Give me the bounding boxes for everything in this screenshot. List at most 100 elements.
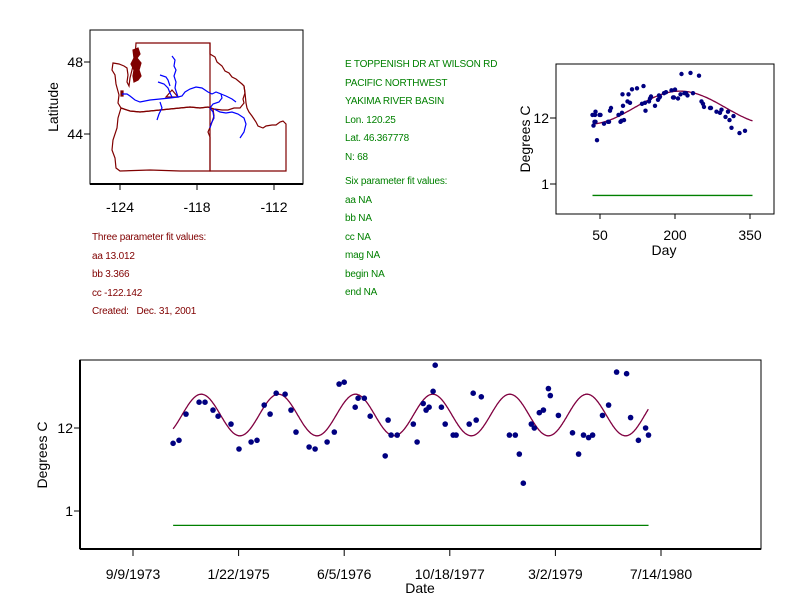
day-data-point <box>708 105 714 111</box>
date-data-point <box>536 409 543 416</box>
date-data-point <box>442 421 449 427</box>
date-data-point <box>367 413 374 420</box>
day-data-point <box>675 96 681 101</box>
day-data-point <box>601 121 607 126</box>
day-data-point <box>678 92 683 97</box>
date-chart-x-label: Date <box>405 580 435 596</box>
day-data-point <box>727 117 732 123</box>
day-data-point <box>642 100 648 106</box>
day-x-tick-label: 50 <box>592 227 608 243</box>
date-data-point <box>293 429 299 435</box>
day-data-point <box>598 112 603 118</box>
spokane-river <box>220 93 237 103</box>
day-data-point <box>626 92 631 97</box>
three-param-fit: Three parameter fit values: aa 13.012 bb… <box>92 229 206 322</box>
three-param-aa: aa 13.012 <box>92 250 135 262</box>
puget-sound <box>130 47 142 83</box>
date-data-point <box>589 432 596 438</box>
six-param-fit: Six parameter fit values: aa NA bb NA cc… <box>345 173 447 303</box>
date-data-point <box>228 421 234 427</box>
date-data-point <box>196 399 202 406</box>
date-data-point <box>430 388 436 395</box>
date-chart-panel: 9/9/1973 1/22/1975 6/5/1976 10/18/1977 3/2/1… <box>34 359 762 596</box>
date-data-point <box>516 451 523 457</box>
date-chart-ticks: 9/9/1973 1/22/1975 6/5/1976 10/18/1977 3/2/1… <box>57 420 692 582</box>
day-data-point <box>719 107 724 112</box>
date-data-point <box>324 439 330 445</box>
six-param-end: end NA <box>345 287 378 298</box>
day-data-point <box>593 109 598 114</box>
day-data-point <box>696 73 702 78</box>
date-data-point <box>540 407 547 413</box>
date-data-point <box>388 432 394 438</box>
date-data-point <box>273 390 280 397</box>
date-data-point <box>215 413 221 420</box>
date-data-point <box>453 432 459 438</box>
date-data-point <box>623 370 630 377</box>
rivers <box>122 55 247 139</box>
day-data-point <box>714 109 719 114</box>
day-data-point <box>620 92 625 97</box>
day-chart-frame <box>555 63 775 215</box>
day-data-point <box>679 71 684 77</box>
date-data-point <box>473 417 480 423</box>
day-data-point <box>688 70 693 76</box>
six-param-cc: cc NA <box>345 231 371 243</box>
day-data-point <box>663 90 669 95</box>
day-data-point <box>725 109 731 114</box>
date-y-tick-label: 12 <box>57 420 73 436</box>
station-name: E TOPPENISH DR AT WILSON RD <box>345 59 498 70</box>
day-data-point <box>690 91 696 96</box>
date-data-point <box>506 432 513 438</box>
date-data-point <box>605 402 612 408</box>
date-data-point <box>394 432 401 438</box>
date-data-point <box>420 400 427 407</box>
day-data-point <box>620 103 626 109</box>
date-data-point <box>183 411 189 417</box>
three-param-cc: cc -122.142 <box>92 287 143 299</box>
date-data-point <box>254 437 260 444</box>
map-y-label: Latitude <box>45 82 61 132</box>
date-chart-y-label: Degrees C <box>34 422 50 489</box>
day-data-point <box>627 100 633 106</box>
date-data-point <box>599 412 606 419</box>
yakima-river <box>171 55 179 98</box>
date-data-point <box>355 395 361 402</box>
snake-river <box>213 108 247 139</box>
day-data-point <box>593 119 598 125</box>
date-data-point <box>385 417 391 423</box>
station-region: PACIFIC NORTHWEST <box>345 77 448 89</box>
date-x-tick-label: 6/5/1976 <box>317 566 372 582</box>
date-data-point <box>642 425 649 431</box>
date-data-point <box>635 437 642 444</box>
date-data-point <box>528 421 535 427</box>
station-info: E TOPPENISH DR AT WILSON RD PACIFIC NORT… <box>345 56 497 167</box>
yakima-tributary-2 <box>159 74 171 87</box>
map-frame <box>89 29 304 185</box>
day-chart-x-label: Day <box>652 242 677 258</box>
date-data-point <box>361 395 368 402</box>
date-x-tick-label: 3/2/1979 <box>528 566 583 582</box>
date-data-point <box>531 425 538 431</box>
day-chart-panel: 50 200 350 1 12 Degrees C Day <box>517 63 775 258</box>
date-chart-points <box>170 362 652 487</box>
date-data-point <box>426 404 432 411</box>
date-data-point <box>170 440 176 447</box>
date-data-point <box>575 451 582 457</box>
date-data-point <box>555 412 562 419</box>
station-lat: Lat. 46.367778 <box>345 133 409 144</box>
date-x-tick-label: 10/18/1977 <box>415 566 485 582</box>
day-data-point <box>619 110 625 116</box>
date-data-point <box>306 444 312 450</box>
six-param-begin: begin NA <box>345 268 385 280</box>
date-x-tick-label: 7/14/1980 <box>630 566 692 582</box>
station-basin: YAKIMA RIVER BASIN <box>345 96 445 107</box>
day-data-point <box>657 94 663 99</box>
day-data-point <box>641 83 646 89</box>
date-fit-curve <box>172 393 649 437</box>
map-y-tick-label: 44 <box>67 126 83 142</box>
date-data-point <box>414 439 420 445</box>
six-param-aa: aa NA <box>345 194 372 206</box>
date-data-point <box>438 404 445 411</box>
day-data-point <box>723 114 728 120</box>
